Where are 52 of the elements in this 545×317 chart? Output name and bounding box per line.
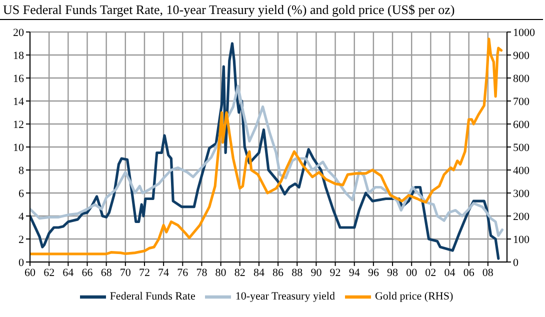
y-tick-label: 6 [18, 188, 24, 200]
x-tick-label: 90 [310, 266, 322, 279]
y2-tick-label: 500 [513, 142, 530, 154]
y2-tick-label: 200 [513, 210, 530, 223]
x-tick-label: 98 [387, 266, 399, 279]
y-tick-label: 18 [13, 50, 24, 62]
y-tick-label: 20 [13, 26, 24, 39]
x-tick-label: 70 [120, 266, 132, 279]
chart-title: US Federal Funds Target Rate, 10-year Treasury yield (%) and gold price (US$ per oz) [0, 0, 543, 20]
line-series [30, 84, 504, 237]
y-tick-label: 0 [18, 256, 24, 269]
x-tick-label: 94 [348, 266, 360, 279]
x-tick-label: 00 [406, 266, 418, 279]
y2-tick-label: 600 [513, 118, 530, 131]
y-tick-label: 2 [18, 234, 24, 246]
y2-tick-label: 300 [513, 188, 530, 200]
x-tick-label: 06 [463, 266, 475, 279]
legend-label: Federal Funds Rate [110, 290, 196, 303]
x-tick-label: 08 [482, 266, 494, 279]
x-tick-label: 68 [100, 266, 112, 279]
y-tick-label: 16 [13, 72, 24, 85]
x-tick-label: 80 [215, 266, 227, 279]
y2-tick-label: 900 [513, 50, 530, 62]
y-tick-label: 12 [13, 118, 24, 131]
y-tick-label: 14 [13, 96, 24, 108]
x-tick-label: 72 [138, 266, 150, 279]
x-tick-label: 96 [368, 266, 380, 279]
x-tick-label: 64 [62, 266, 74, 279]
x-tick-label: 92 [330, 266, 341, 279]
x-tick-label: 74 [158, 266, 170, 279]
x-tick-label: 78 [196, 266, 208, 279]
x-tick-label: 76 [177, 266, 189, 279]
legend-label: 10-year Treasury yield [235, 290, 335, 303]
x-tick-label: 04 [444, 266, 456, 279]
x-tick-label: 02 [425, 266, 436, 279]
x-tick-label: 60 [24, 266, 36, 279]
y2-tick-label: 800 [513, 72, 530, 85]
x-tick-label: 82 [234, 266, 246, 279]
x-tick-label: 86 [272, 266, 284, 279]
y-tick-label: 4 [18, 210, 24, 223]
y-tick-label: 10 [13, 142, 24, 154]
y2-tick-label: 0 [513, 256, 519, 269]
legend-label: Gold price (RHS) [374, 290, 454, 303]
y2-tick-label: 100 [513, 234, 530, 246]
x-tick-label: 66 [82, 266, 94, 279]
x-tick-label: 84 [253, 266, 265, 279]
x-tick-label: 88 [292, 266, 304, 279]
y2-tick-label: 400 [513, 164, 530, 177]
y-tick-label: 8 [18, 164, 24, 177]
y2-tick-label: 700 [513, 96, 530, 108]
y2-tick-label: 1000 [513, 26, 536, 39]
x-tick-label: 62 [44, 266, 55, 279]
